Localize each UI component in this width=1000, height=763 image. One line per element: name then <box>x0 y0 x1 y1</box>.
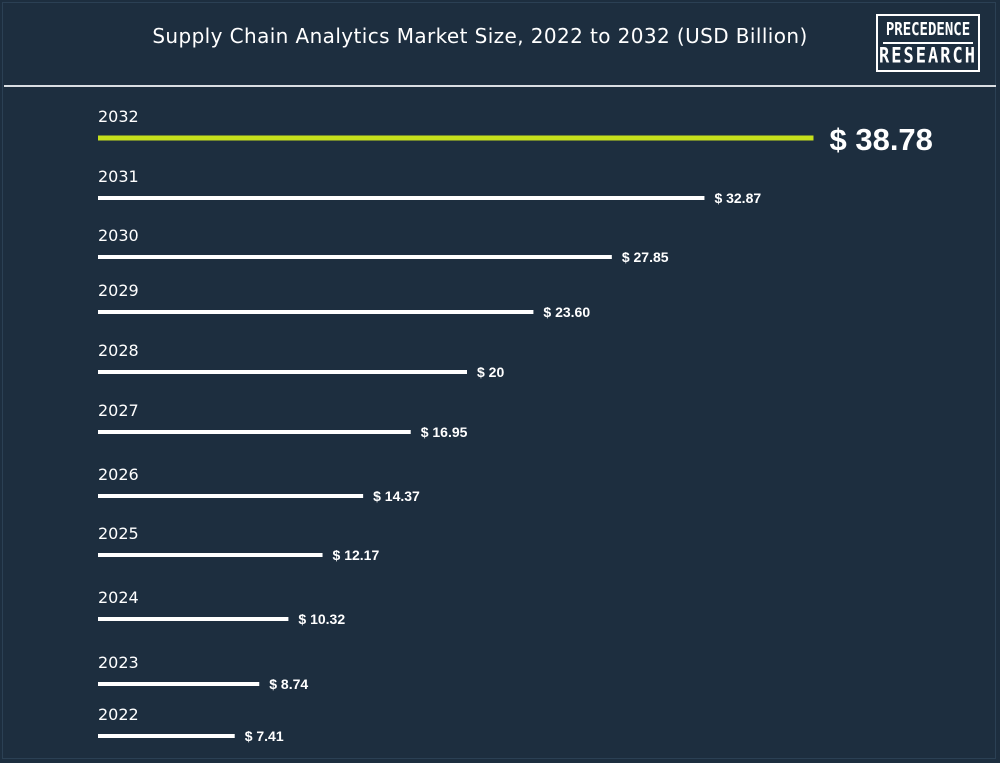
value-label-2028: $ 20 <box>477 364 504 380</box>
title-divider <box>4 85 996 87</box>
bar-2024 <box>98 617 289 621</box>
value-label-2026: $ 14.37 <box>373 488 420 504</box>
logo-line-2: RESEARCH <box>879 43 977 69</box>
year-label-2025: 2025 <box>98 524 139 543</box>
bar-2023 <box>98 682 260 686</box>
year-label-2030: 2030 <box>98 226 139 245</box>
value-label-2025: $ 12.17 <box>333 547 380 563</box>
value-label-2029: $ 23.60 <box>543 304 590 320</box>
year-label-2028: 2028 <box>98 341 139 360</box>
bar-2026 <box>98 494 364 498</box>
value-label-2022: $ 7.41 <box>245 728 284 744</box>
value-label-2031: $ 32.87 <box>714 190 761 206</box>
bar-2031 <box>98 196 705 200</box>
year-label-2022: 2022 <box>98 705 139 724</box>
bar-2025 <box>98 553 323 557</box>
year-label-2032: 2032 <box>98 107 139 126</box>
bar-2029 <box>98 310 534 314</box>
logo-line-1: PRECEDENCE <box>885 20 971 40</box>
logo-divider <box>883 42 973 44</box>
value-label-2032: $ 38.78 <box>829 122 932 157</box>
bar-2032 <box>98 135 814 141</box>
value-label-2030: $ 27.85 <box>622 249 669 265</box>
chart-title: Supply Chain Analytics Market Size, 2022… <box>152 24 808 48</box>
year-label-2023: 2023 <box>98 653 139 672</box>
value-label-2023: $ 8.74 <box>269 676 308 692</box>
value-label-2027: $ 16.95 <box>421 424 468 440</box>
year-label-2029: 2029 <box>98 281 139 300</box>
bar-2030 <box>98 255 612 259</box>
year-label-2024: 2024 <box>98 588 139 607</box>
year-label-2027: 2027 <box>98 401 139 420</box>
value-label-2024: $ 10.32 <box>298 611 345 627</box>
bar-2022 <box>98 734 235 738</box>
bar-2028 <box>98 370 467 374</box>
year-label-2031: 2031 <box>98 167 139 186</box>
bar-2027 <box>98 430 411 434</box>
precedence-research-logo: PRECEDENCE RESEARCH <box>876 14 980 72</box>
year-label-2026: 2026 <box>98 465 139 484</box>
